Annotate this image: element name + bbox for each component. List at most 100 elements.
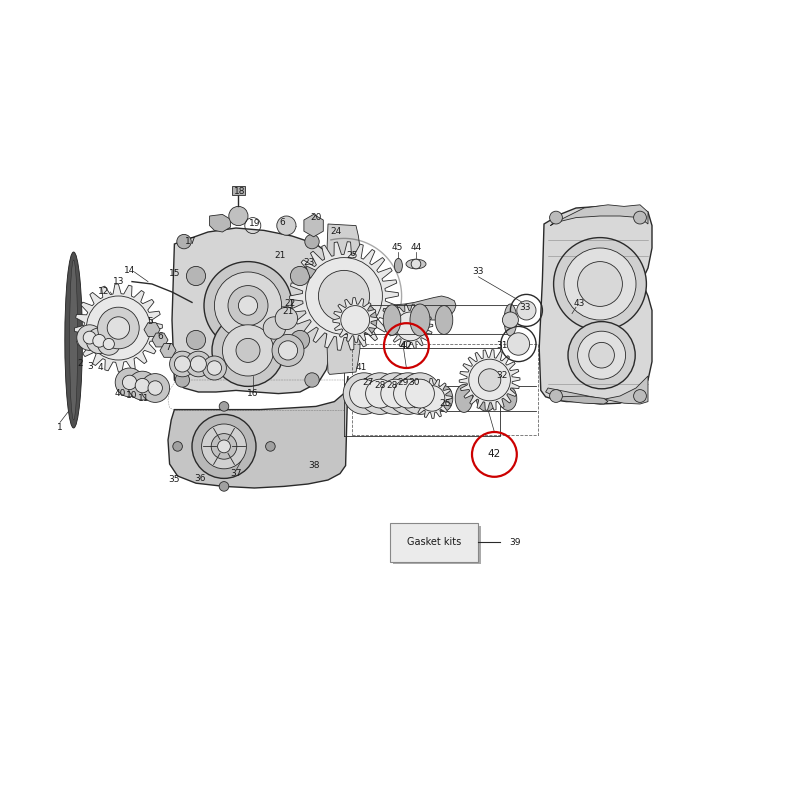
- Text: 16: 16: [247, 389, 258, 398]
- Text: 2: 2: [77, 359, 83, 369]
- Circle shape: [411, 259, 421, 269]
- Ellipse shape: [455, 384, 473, 413]
- Circle shape: [135, 378, 150, 393]
- Circle shape: [564, 248, 636, 320]
- Text: 20: 20: [310, 213, 322, 222]
- Text: 33: 33: [519, 302, 530, 312]
- Text: 17: 17: [185, 237, 196, 246]
- Text: Gasket kits: Gasket kits: [407, 538, 462, 547]
- Ellipse shape: [477, 386, 496, 411]
- Text: 36: 36: [194, 474, 206, 483]
- Circle shape: [306, 258, 382, 334]
- Circle shape: [387, 373, 429, 414]
- Circle shape: [207, 361, 222, 375]
- Polygon shape: [144, 322, 160, 337]
- Circle shape: [266, 442, 275, 451]
- Ellipse shape: [394, 258, 402, 273]
- Circle shape: [174, 356, 190, 372]
- Circle shape: [141, 374, 170, 402]
- Circle shape: [93, 334, 106, 347]
- Circle shape: [86, 296, 150, 360]
- Polygon shape: [210, 214, 230, 232]
- Ellipse shape: [406, 259, 426, 269]
- Circle shape: [103, 338, 114, 350]
- Polygon shape: [172, 228, 330, 394]
- Circle shape: [290, 266, 310, 286]
- Circle shape: [272, 334, 304, 366]
- Circle shape: [192, 414, 256, 478]
- Circle shape: [406, 379, 434, 408]
- Ellipse shape: [504, 304, 517, 336]
- Circle shape: [98, 307, 139, 349]
- Text: 35: 35: [169, 475, 180, 485]
- Polygon shape: [550, 205, 648, 226]
- Circle shape: [214, 272, 282, 339]
- Text: 31: 31: [497, 341, 508, 350]
- Text: 5: 5: [147, 317, 154, 326]
- Ellipse shape: [383, 305, 401, 335]
- Text: 40: 40: [114, 389, 126, 398]
- Text: 42: 42: [488, 450, 501, 459]
- Circle shape: [359, 373, 401, 414]
- Circle shape: [219, 482, 229, 491]
- Text: 23: 23: [303, 258, 314, 267]
- Text: 14: 14: [124, 266, 135, 275]
- Text: 18: 18: [234, 187, 246, 197]
- Bar: [390, 523, 478, 562]
- Circle shape: [211, 434, 237, 459]
- Circle shape: [212, 314, 284, 386]
- Text: 1: 1: [57, 422, 63, 432]
- Circle shape: [177, 234, 191, 249]
- Polygon shape: [326, 224, 360, 374]
- Text: 32: 32: [497, 371, 508, 381]
- Circle shape: [554, 238, 646, 330]
- Circle shape: [83, 331, 96, 344]
- Text: 19: 19: [249, 219, 260, 229]
- Polygon shape: [412, 378, 452, 418]
- Ellipse shape: [359, 306, 377, 334]
- Circle shape: [115, 368, 144, 397]
- Circle shape: [366, 379, 394, 408]
- Circle shape: [186, 330, 206, 350]
- Text: 22: 22: [284, 299, 295, 309]
- Circle shape: [507, 333, 530, 355]
- Polygon shape: [539, 206, 652, 404]
- Circle shape: [77, 325, 102, 350]
- Circle shape: [396, 312, 425, 341]
- Polygon shape: [459, 350, 520, 410]
- Circle shape: [419, 386, 445, 411]
- Circle shape: [381, 379, 410, 408]
- Circle shape: [469, 359, 510, 401]
- Polygon shape: [306, 266, 316, 278]
- Text: 4: 4: [98, 363, 104, 373]
- Ellipse shape: [410, 304, 430, 336]
- Circle shape: [148, 381, 162, 395]
- Text: 11: 11: [138, 394, 150, 403]
- Text: 25: 25: [346, 251, 358, 261]
- Text: 21: 21: [274, 251, 286, 261]
- Circle shape: [394, 379, 422, 408]
- Circle shape: [275, 307, 298, 330]
- Circle shape: [502, 312, 518, 328]
- Circle shape: [263, 317, 286, 339]
- Polygon shape: [349, 296, 456, 324]
- Circle shape: [318, 270, 370, 322]
- Circle shape: [589, 342, 614, 368]
- Circle shape: [374, 373, 416, 414]
- Polygon shape: [333, 298, 378, 342]
- Circle shape: [550, 390, 562, 402]
- Circle shape: [173, 442, 182, 451]
- Text: 27: 27: [362, 378, 374, 387]
- Circle shape: [202, 356, 226, 380]
- Text: 43: 43: [574, 299, 585, 309]
- Circle shape: [350, 379, 378, 408]
- Circle shape: [204, 262, 292, 350]
- Circle shape: [568, 322, 635, 389]
- Text: 28: 28: [374, 381, 386, 390]
- Circle shape: [186, 266, 206, 286]
- Circle shape: [305, 234, 319, 249]
- Text: 13: 13: [113, 277, 124, 286]
- Circle shape: [229, 206, 248, 226]
- Text: 10: 10: [126, 391, 138, 401]
- Text: 33: 33: [473, 267, 484, 277]
